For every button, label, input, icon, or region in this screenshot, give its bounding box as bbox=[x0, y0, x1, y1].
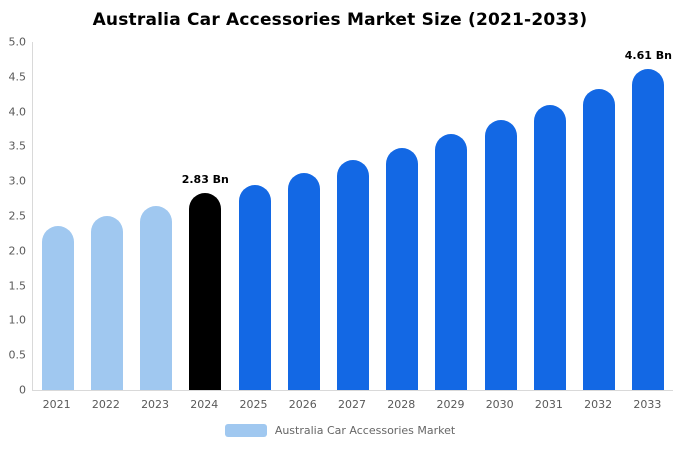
bar-2024 bbox=[189, 193, 222, 390]
bar-2028 bbox=[386, 147, 419, 390]
x-tick-label-2027: 2027 bbox=[338, 398, 366, 411]
plot-area: 2.83 Bn 4.61 Bn bbox=[32, 42, 673, 391]
x-tick-label-2028: 2028 bbox=[387, 398, 416, 411]
x-tick-label-2023: 2023 bbox=[141, 398, 170, 411]
bar-value-label-2033: 4.61 Bn bbox=[624, 49, 672, 63]
y-tick-label: 4.0 bbox=[8, 105, 27, 119]
y-tick-label: 4.5 bbox=[8, 70, 27, 84]
x-tick-label-2033: 2033 bbox=[633, 398, 662, 411]
bar-2033 bbox=[632, 69, 665, 390]
y-tick-label: 0.5 bbox=[8, 348, 27, 362]
x-tick-label-2024: 2024 bbox=[190, 398, 219, 411]
chart-title: Australia Car Accessories Market Size (2… bbox=[92, 10, 588, 30]
x-tick-label-2030: 2030 bbox=[485, 398, 514, 411]
bar-2030 bbox=[484, 119, 517, 390]
bar-2031 bbox=[533, 104, 566, 390]
legend-swatch bbox=[224, 424, 267, 437]
bar-2023 bbox=[140, 205, 173, 390]
x-tick-label-2026: 2026 bbox=[288, 398, 317, 411]
x-tick-label-2021: 2021 bbox=[42, 398, 71, 411]
legend: Australia Car Accessories Market bbox=[0, 424, 680, 437]
y-tick-label: 3.0 bbox=[8, 174, 27, 188]
x-tick-label-2025: 2025 bbox=[239, 398, 268, 411]
bar-2021 bbox=[41, 225, 74, 390]
bar-2022 bbox=[90, 216, 123, 390]
bar-2026 bbox=[287, 172, 320, 390]
bar-2027 bbox=[337, 160, 369, 390]
legend-label: Australia Car Accessories Market bbox=[274, 424, 456, 437]
y-tick-label: 2.0 bbox=[8, 244, 27, 258]
bar-value-label-2024: 2.83 Bn bbox=[181, 173, 229, 187]
y-tick-label: 3.5 bbox=[8, 139, 27, 153]
y-tick-label: 2.5 bbox=[8, 209, 27, 223]
x-tick-label-2029: 2029 bbox=[436, 398, 465, 411]
bar-2029 bbox=[435, 133, 468, 390]
bar-2025 bbox=[238, 184, 271, 390]
bar-2032 bbox=[583, 88, 616, 390]
y-tick-label: 1.5 bbox=[8, 279, 27, 293]
x-tick-label-2031: 2031 bbox=[534, 398, 563, 411]
y-tick-label: 5.0 bbox=[8, 35, 27, 49]
x-tick-label-2032: 2032 bbox=[584, 398, 613, 411]
y-tick-label: 0 bbox=[19, 383, 26, 397]
y-tick-label: 1.0 bbox=[8, 313, 27, 327]
x-tick-label-2022: 2022 bbox=[91, 398, 120, 411]
